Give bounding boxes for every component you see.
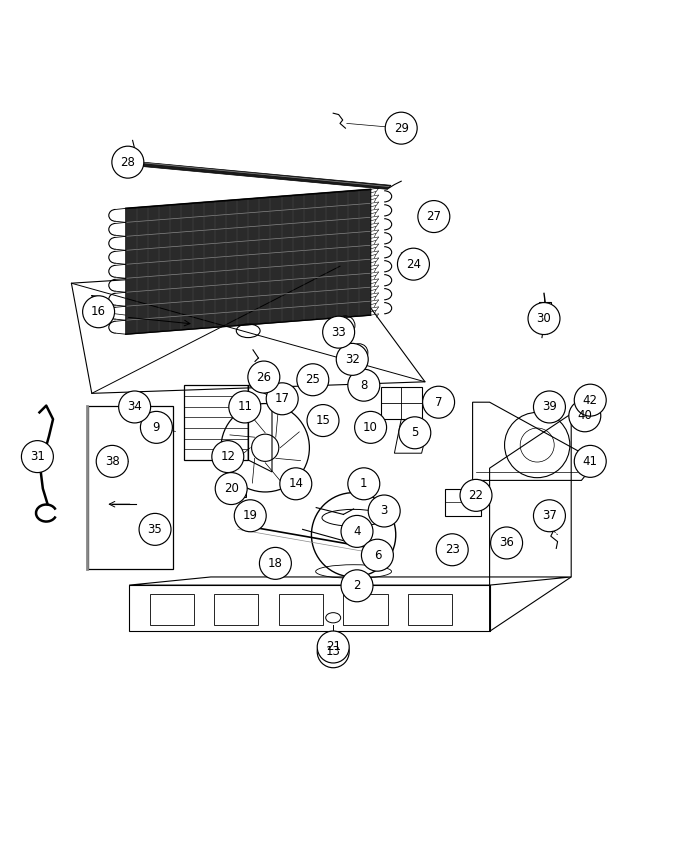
Circle shape (307, 405, 339, 436)
Text: 21: 21 (326, 641, 341, 653)
Circle shape (22, 440, 53, 473)
Circle shape (534, 391, 566, 423)
Circle shape (82, 296, 114, 328)
Text: 16: 16 (91, 305, 106, 319)
Text: 15: 15 (316, 414, 330, 427)
Circle shape (418, 200, 450, 233)
Circle shape (97, 446, 128, 477)
Circle shape (347, 369, 379, 401)
Circle shape (317, 631, 350, 663)
Text: 31: 31 (30, 450, 45, 463)
Bar (214, 594, 258, 625)
Bar (184, 385, 248, 460)
Text: 13: 13 (326, 645, 341, 659)
Text: 20: 20 (224, 482, 239, 495)
Text: 34: 34 (127, 400, 142, 413)
Text: 35: 35 (148, 523, 163, 536)
Bar (279, 594, 323, 625)
Circle shape (437, 534, 469, 566)
Text: 14: 14 (288, 477, 303, 490)
Circle shape (362, 539, 393, 571)
Bar (226, 484, 246, 498)
Circle shape (528, 302, 560, 335)
Text: 38: 38 (105, 455, 120, 468)
Text: 42: 42 (583, 394, 598, 406)
Circle shape (574, 384, 607, 416)
Circle shape (234, 500, 267, 532)
Text: 41: 41 (583, 455, 598, 468)
Circle shape (347, 468, 379, 500)
Bar (343, 594, 388, 625)
Text: 40: 40 (577, 409, 592, 423)
Text: 36: 36 (499, 537, 514, 550)
Text: 25: 25 (305, 373, 320, 386)
Text: 33: 33 (331, 325, 346, 338)
Circle shape (317, 636, 350, 668)
Circle shape (119, 391, 151, 423)
Circle shape (534, 500, 566, 532)
Circle shape (568, 400, 601, 432)
Circle shape (336, 343, 369, 376)
Text: 22: 22 (469, 489, 483, 502)
Text: 29: 29 (394, 122, 409, 135)
Text: 28: 28 (120, 156, 135, 169)
Polygon shape (139, 162, 391, 189)
Text: 23: 23 (445, 544, 460, 556)
Text: 10: 10 (363, 421, 378, 434)
Circle shape (491, 527, 523, 559)
Text: 3: 3 (381, 504, 388, 517)
Text: 6: 6 (373, 549, 381, 561)
Text: 39: 39 (542, 400, 557, 413)
Bar (539, 302, 551, 310)
Text: 27: 27 (426, 210, 441, 223)
Circle shape (214, 449, 225, 460)
Text: 17: 17 (275, 392, 290, 406)
Text: 19: 19 (243, 509, 258, 522)
Circle shape (141, 412, 173, 443)
Text: 12: 12 (220, 450, 235, 463)
Text: 24: 24 (406, 257, 421, 271)
Text: 32: 32 (345, 353, 360, 366)
Circle shape (112, 147, 144, 178)
Text: 18: 18 (268, 557, 283, 570)
Polygon shape (126, 189, 371, 334)
Text: 8: 8 (360, 378, 367, 392)
Circle shape (139, 514, 171, 545)
Circle shape (385, 112, 418, 144)
Circle shape (260, 547, 292, 579)
Circle shape (397, 248, 430, 280)
Bar (408, 594, 452, 625)
Circle shape (369, 495, 400, 527)
Circle shape (322, 316, 355, 348)
Bar (150, 594, 194, 625)
Text: 30: 30 (537, 312, 551, 325)
Circle shape (216, 473, 248, 504)
Circle shape (279, 468, 311, 500)
Circle shape (248, 361, 280, 393)
Circle shape (228, 391, 260, 423)
Circle shape (460, 480, 492, 511)
Circle shape (423, 386, 455, 418)
Circle shape (341, 570, 373, 602)
Text: 7: 7 (435, 395, 443, 409)
Text: 1: 1 (360, 477, 368, 490)
Text: 11: 11 (237, 400, 252, 413)
Circle shape (398, 417, 431, 449)
Text: 37: 37 (542, 509, 557, 522)
Circle shape (341, 515, 373, 547)
Text: 5: 5 (411, 426, 418, 440)
Text: 26: 26 (256, 371, 271, 383)
Text: 2: 2 (353, 579, 361, 592)
Text: 4: 4 (353, 525, 361, 538)
Circle shape (574, 446, 607, 477)
Circle shape (355, 412, 386, 443)
Circle shape (296, 364, 329, 395)
Circle shape (266, 383, 298, 415)
Text: 9: 9 (152, 421, 160, 434)
Circle shape (212, 440, 243, 473)
